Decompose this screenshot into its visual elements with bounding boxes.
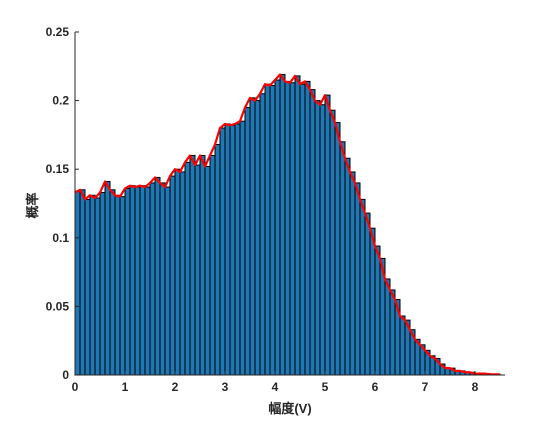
histogram-bar — [229, 124, 236, 376]
x-tick-label: 3 — [222, 380, 229, 394]
histogram-bar — [134, 186, 141, 376]
histogram-bar — [249, 97, 256, 376]
x-tick-label: 4 — [272, 380, 279, 394]
histogram-bar — [154, 176, 161, 376]
histogram-bar — [319, 104, 326, 376]
histogram-bar — [189, 154, 196, 376]
histogram-bar — [254, 100, 261, 376]
histogram-bar — [139, 185, 146, 376]
histogram-bar — [324, 94, 331, 376]
x-tick-label: 7 — [422, 380, 429, 394]
histogram-bar — [354, 182, 361, 376]
x-tick-label: 1 — [122, 380, 129, 394]
histogram-bar — [119, 196, 126, 376]
histogram-bar — [219, 127, 226, 376]
x-tick-label: 6 — [372, 380, 379, 394]
y-tick-label: 0.2 — [52, 94, 69, 108]
x-tick-label: 5 — [322, 380, 329, 394]
histogram-bar — [349, 171, 356, 376]
histogram-bar — [264, 83, 271, 376]
histogram-bar — [384, 278, 391, 376]
histogram-bar — [164, 186, 171, 376]
y-tick-label: 0.1 — [52, 231, 69, 245]
x-ticks: 0 1 2 3 4 5 6 7 8 — [72, 371, 479, 394]
line-layer — [74, 73, 500, 376]
histogram-bar — [94, 197, 101, 376]
axes-layer — [74, 32, 505, 376]
histogram-bar — [339, 141, 346, 376]
histogram-bar — [144, 186, 151, 376]
histogram-bar — [374, 245, 381, 376]
x-tick-label: 0 — [72, 380, 79, 394]
histogram-bar — [389, 289, 396, 376]
histogram-bar — [214, 144, 221, 376]
x-tick-label: 8 — [472, 380, 479, 394]
histogram-bar — [84, 198, 91, 376]
histogram-bar — [184, 161, 191, 376]
histogram-bar — [74, 190, 81, 376]
histogram-bar — [334, 122, 341, 376]
histogram-bar — [194, 164, 201, 376]
histogram-bar — [124, 187, 131, 376]
histogram-bar — [239, 120, 246, 376]
histogram-bar — [299, 83, 306, 376]
x-tick-label: 2 — [172, 380, 179, 394]
bars-layer — [74, 74, 501, 376]
y-tick-label: 0.15 — [46, 162, 70, 176]
y-tick-label: 0.25 — [46, 25, 70, 39]
histogram-bar — [99, 192, 106, 376]
histogram-bar — [369, 227, 376, 376]
histogram-bar — [314, 100, 321, 376]
histogram-bar — [399, 315, 406, 376]
y-ticks: 0 0.05 0.1 0.15 0.2 0.25 — [46, 25, 79, 382]
histogram-bar — [294, 75, 301, 376]
histogram-bar — [289, 82, 296, 376]
y-tick-label: 0 — [62, 368, 69, 382]
histogram-bar — [174, 168, 181, 376]
histogram-bar — [274, 79, 281, 376]
histogram-bar — [159, 182, 166, 376]
histogram-bar — [89, 194, 96, 376]
histogram-bar — [309, 89, 316, 376]
histogram-bar — [149, 182, 156, 376]
histogram-bar — [104, 181, 111, 376]
histogram-bar — [79, 189, 86, 376]
y-axis-title: 概率 — [25, 192, 40, 218]
histogram-bar — [199, 154, 206, 376]
histogram-bar — [109, 189, 116, 376]
histogram-bar — [269, 85, 276, 376]
histogram-bar — [304, 80, 311, 376]
histogram-bar — [179, 171, 186, 376]
density-line — [74, 73, 500, 376]
histogram-bar — [359, 198, 366, 376]
x-axis-title: 幅度(V) — [268, 401, 311, 416]
histogram-bar — [114, 194, 121, 376]
histogram-bar — [234, 123, 241, 376]
histogram-bar — [209, 154, 216, 376]
histogram-bar — [364, 212, 371, 376]
histogram-bar — [284, 80, 291, 376]
histogram-bar — [129, 185, 136, 376]
histogram-bar — [204, 165, 211, 376]
histogram-bar — [344, 157, 351, 376]
y-tick-label: 0.05 — [46, 299, 70, 313]
histogram-bar — [224, 123, 231, 376]
histogram-bar — [244, 106, 251, 376]
histogram-bar — [329, 109, 336, 376]
histogram-bar — [169, 175, 176, 376]
histogram-bar — [259, 93, 266, 376]
histogram-bar — [279, 74, 286, 376]
